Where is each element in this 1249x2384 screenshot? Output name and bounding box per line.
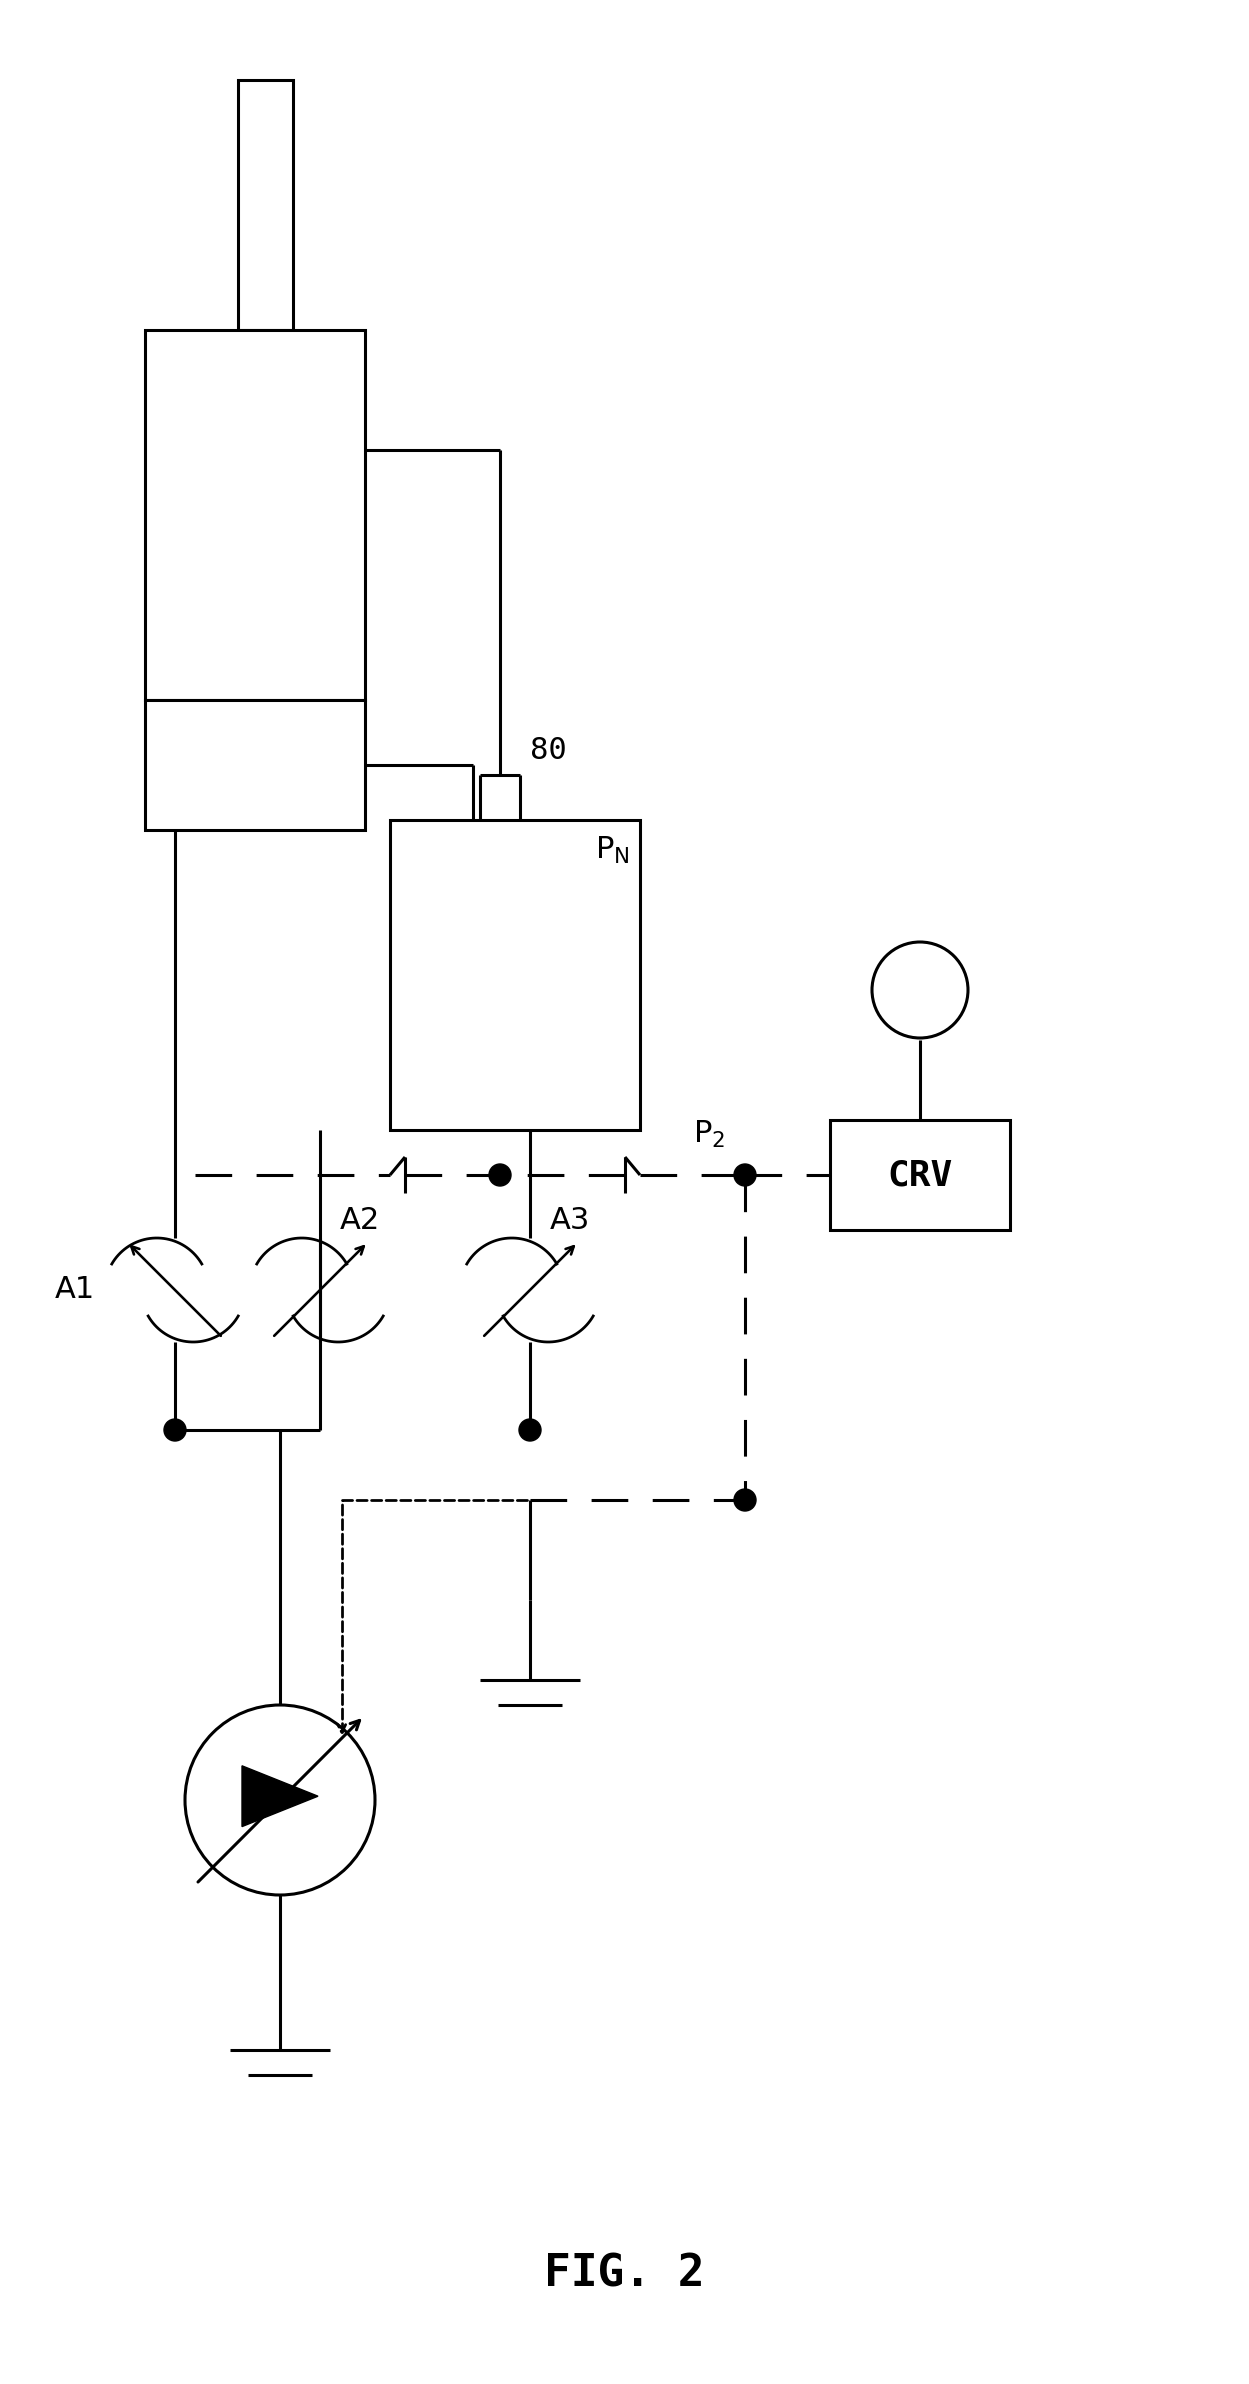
Text: FIG. 2: FIG. 2 xyxy=(543,2253,704,2296)
Bar xyxy=(239,81,294,329)
Circle shape xyxy=(164,1418,186,1440)
Circle shape xyxy=(520,1418,541,1440)
Bar xyxy=(145,329,365,701)
Circle shape xyxy=(734,1163,756,1185)
Circle shape xyxy=(490,1163,511,1185)
Text: CRV: CRV xyxy=(887,1159,953,1192)
Text: $\mathregular{P_2}$: $\mathregular{P_2}$ xyxy=(693,1118,724,1149)
Bar xyxy=(145,701,365,830)
Polygon shape xyxy=(242,1767,318,1826)
Circle shape xyxy=(734,1490,756,1511)
Bar xyxy=(390,820,639,1130)
Text: 80: 80 xyxy=(530,737,567,765)
Text: $\mathregular{P_N}$: $\mathregular{P_N}$ xyxy=(596,834,629,865)
Text: A3: A3 xyxy=(550,1206,591,1235)
Bar xyxy=(831,1120,1010,1230)
Text: A1: A1 xyxy=(55,1275,95,1304)
Text: A2: A2 xyxy=(340,1206,380,1235)
